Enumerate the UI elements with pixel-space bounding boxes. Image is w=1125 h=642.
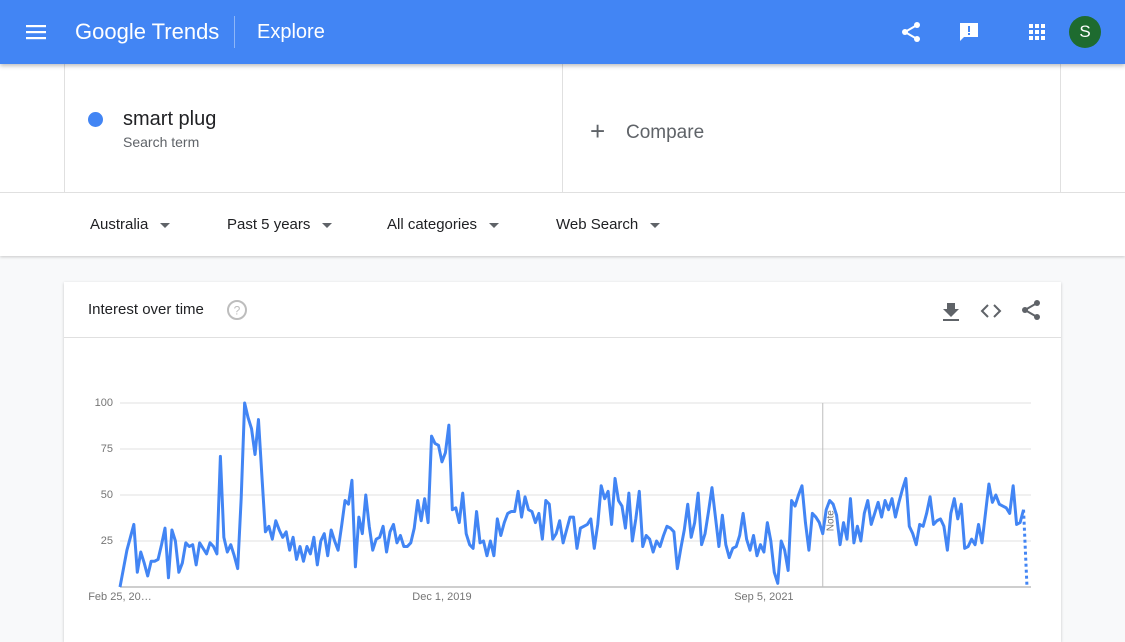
dropdown-arrow: [489, 222, 500, 228]
dropdown-arrow: [160, 222, 171, 228]
series-line: [118, 401, 1025, 588]
partial-line: [1022, 509, 1029, 588]
search-term[interactable]: smart plug: [123, 108, 217, 130]
term-dot: [88, 112, 103, 127]
avatar[interactable]: S: [1069, 16, 1101, 48]
filter-label: Past 5 years: [227, 216, 311, 233]
divider: [64, 64, 65, 192]
download-icon[interactable]: [941, 300, 961, 322]
divider: [1060, 64, 1061, 192]
x-tick-label: Feb 25, 20…: [88, 591, 152, 603]
filter[interactable]: All categories: [387, 216, 500, 233]
help-icon[interactable]: ?: [226, 299, 248, 321]
divider: [562, 64, 563, 192]
x-tick-label: Sep 5, 2021: [734, 591, 793, 603]
divider: [234, 16, 235, 48]
x-tick-label: Dec 1, 2019: [412, 591, 471, 603]
y-tick-label: 25: [101, 535, 113, 547]
share-icon[interactable]: [1020, 299, 1042, 321]
svg-text:?: ?: [234, 304, 241, 318]
y-tick-label: 50: [101, 489, 113, 501]
term-type: Search term: [123, 134, 200, 150]
app-bar: Google Trends Explore S: [0, 0, 1125, 64]
filter[interactable]: Australia: [90, 216, 171, 233]
divider: [64, 337, 1061, 338]
filter-label: Web Search: [556, 216, 639, 233]
y-tick-label: 75: [101, 443, 113, 455]
note-label: Note: [825, 510, 836, 532]
filter-label: Australia: [90, 216, 149, 233]
plus-icon[interactable]: +: [590, 116, 606, 146]
dropdown-arrow: [650, 222, 661, 228]
search-panel: smart plug Search term + Compare Austral…: [0, 64, 1125, 256]
filter[interactable]: Web Search: [556, 216, 661, 233]
page-title: Explore: [257, 21, 325, 43]
share-icon[interactable]: [899, 20, 923, 44]
menu-icon[interactable]: [24, 20, 48, 44]
filter[interactable]: Past 5 years: [227, 216, 333, 233]
dropdown-arrow: [322, 222, 333, 228]
apps-icon[interactable]: [1025, 20, 1049, 44]
card-title: Interest over time: [88, 301, 204, 318]
compare[interactable]: Compare: [626, 122, 705, 143]
feedback-icon[interactable]: [957, 20, 981, 44]
brand[interactable]: Google Trends: [75, 19, 220, 44]
filter-label: All categories: [387, 216, 478, 233]
divider: [0, 192, 1125, 193]
y-tick-label: 100: [95, 397, 113, 409]
card: Interest over time ?: [64, 282, 1061, 642]
embed-icon[interactable]: [980, 300, 1002, 322]
